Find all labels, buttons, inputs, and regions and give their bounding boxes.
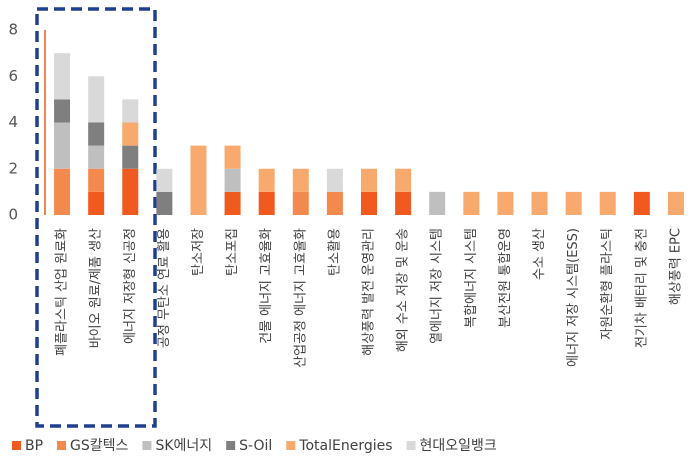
legend-label: S-Oil: [239, 438, 272, 454]
legend-label: TotalEnergies: [298, 438, 392, 454]
bar-segment: [122, 168, 139, 215]
bar-segment: [326, 191, 343, 215]
x-tick-label: 탄소포집: [225, 228, 240, 276]
bar-segment: [156, 191, 173, 215]
x-tick-label: 해상풍력 EPC: [668, 228, 683, 305]
x-tick-label: 전기차 배터리 및 충전: [634, 228, 649, 348]
x-tick-label: 수소 생산: [532, 228, 547, 280]
bar-segment: [258, 168, 275, 192]
y-tick-label: 6: [8, 67, 18, 85]
y-tick-label: 0: [8, 206, 18, 224]
bar-segment: [190, 145, 207, 215]
x-tick-label: 해상풍력 발전 운영관리: [362, 228, 377, 356]
x-tick-label: 탄소저장: [191, 228, 206, 276]
x-tick-label: 자원순환형 플라스틱: [600, 228, 615, 340]
bar-segment: [531, 191, 548, 215]
bar-segment: [361, 168, 377, 192]
bar-segment: [565, 191, 582, 215]
highlight-box: [35, 7, 157, 428]
legend-swatch: [286, 441, 296, 450]
bar-segment: [122, 122, 139, 146]
legend-swatch: [406, 441, 416, 450]
legend-label: GS칼텍스: [70, 438, 128, 454]
bar-segment: [54, 168, 71, 215]
bar-segment: [292, 191, 309, 215]
legend-label: SK에너지: [155, 438, 212, 454]
bar-segment: [292, 168, 309, 192]
bar-segment: [122, 145, 139, 169]
bar-segment: [429, 191, 446, 215]
x-tick-label: 열에너지 저장 시스템: [430, 228, 445, 344]
bar-segment: [224, 191, 241, 215]
bar-segment: [224, 168, 241, 192]
bar-segment: [463, 191, 480, 215]
x-tick-label: 에너지 저장 시스템(ESS): [566, 228, 581, 367]
bar-segment: [54, 122, 71, 169]
x-tick-label: 산업공정 에너지 고효율화: [293, 228, 308, 368]
bar-segment: [88, 168, 105, 192]
y-tick-label: 4: [8, 113, 18, 131]
bar-segment: [395, 168, 412, 192]
bar-segment: [258, 191, 275, 215]
bar-segment: [633, 191, 650, 215]
y-tick-label: 2: [8, 159, 18, 177]
legend-swatch: [226, 441, 236, 450]
legend-label: BP: [25, 438, 43, 454]
x-tick-label: 복합에너지 시스템: [464, 228, 479, 328]
legend-label: 현대오일뱅크: [420, 438, 497, 454]
legend-swatch: [142, 441, 152, 450]
bar-segment: [326, 168, 343, 192]
bar-segment: [156, 168, 173, 192]
bar-segment: [497, 191, 514, 215]
x-tick-label: 에너지 저장형 신공정: [123, 228, 138, 344]
bar-segment: [599, 191, 616, 215]
legend-swatch: [57, 441, 67, 450]
bar-segment: [361, 191, 377, 215]
x-tick-label: 폐플라스틱 산업 원료화: [55, 228, 70, 356]
x-tick-label: 바이오 원료/제품 생산: [89, 228, 104, 348]
x-tick-label: 건물 에너지 고효율화: [259, 228, 274, 344]
x-tick-label: 해외 수소 저장 및 운송: [396, 228, 411, 352]
bar-segment: [88, 76, 105, 123]
bar-segment: [54, 53, 71, 100]
x-tick-label: 분산전원 통합운영: [498, 228, 513, 328]
bar-segment: [395, 191, 412, 215]
bar-segment: [54, 99, 71, 123]
bar-segment: [88, 122, 105, 146]
bar-segment: [88, 191, 105, 215]
bar-segment: [122, 99, 139, 123]
x-tick-label: 탄소활용: [327, 228, 342, 276]
y-tick-label: 8: [8, 21, 18, 39]
bar-segment: [667, 191, 684, 215]
x-tick-label: 공정 무탄소 연료 활용: [157, 228, 172, 348]
legend-swatch: [12, 441, 21, 450]
bar-segment: [224, 145, 241, 169]
bar-segment: [88, 145, 105, 169]
